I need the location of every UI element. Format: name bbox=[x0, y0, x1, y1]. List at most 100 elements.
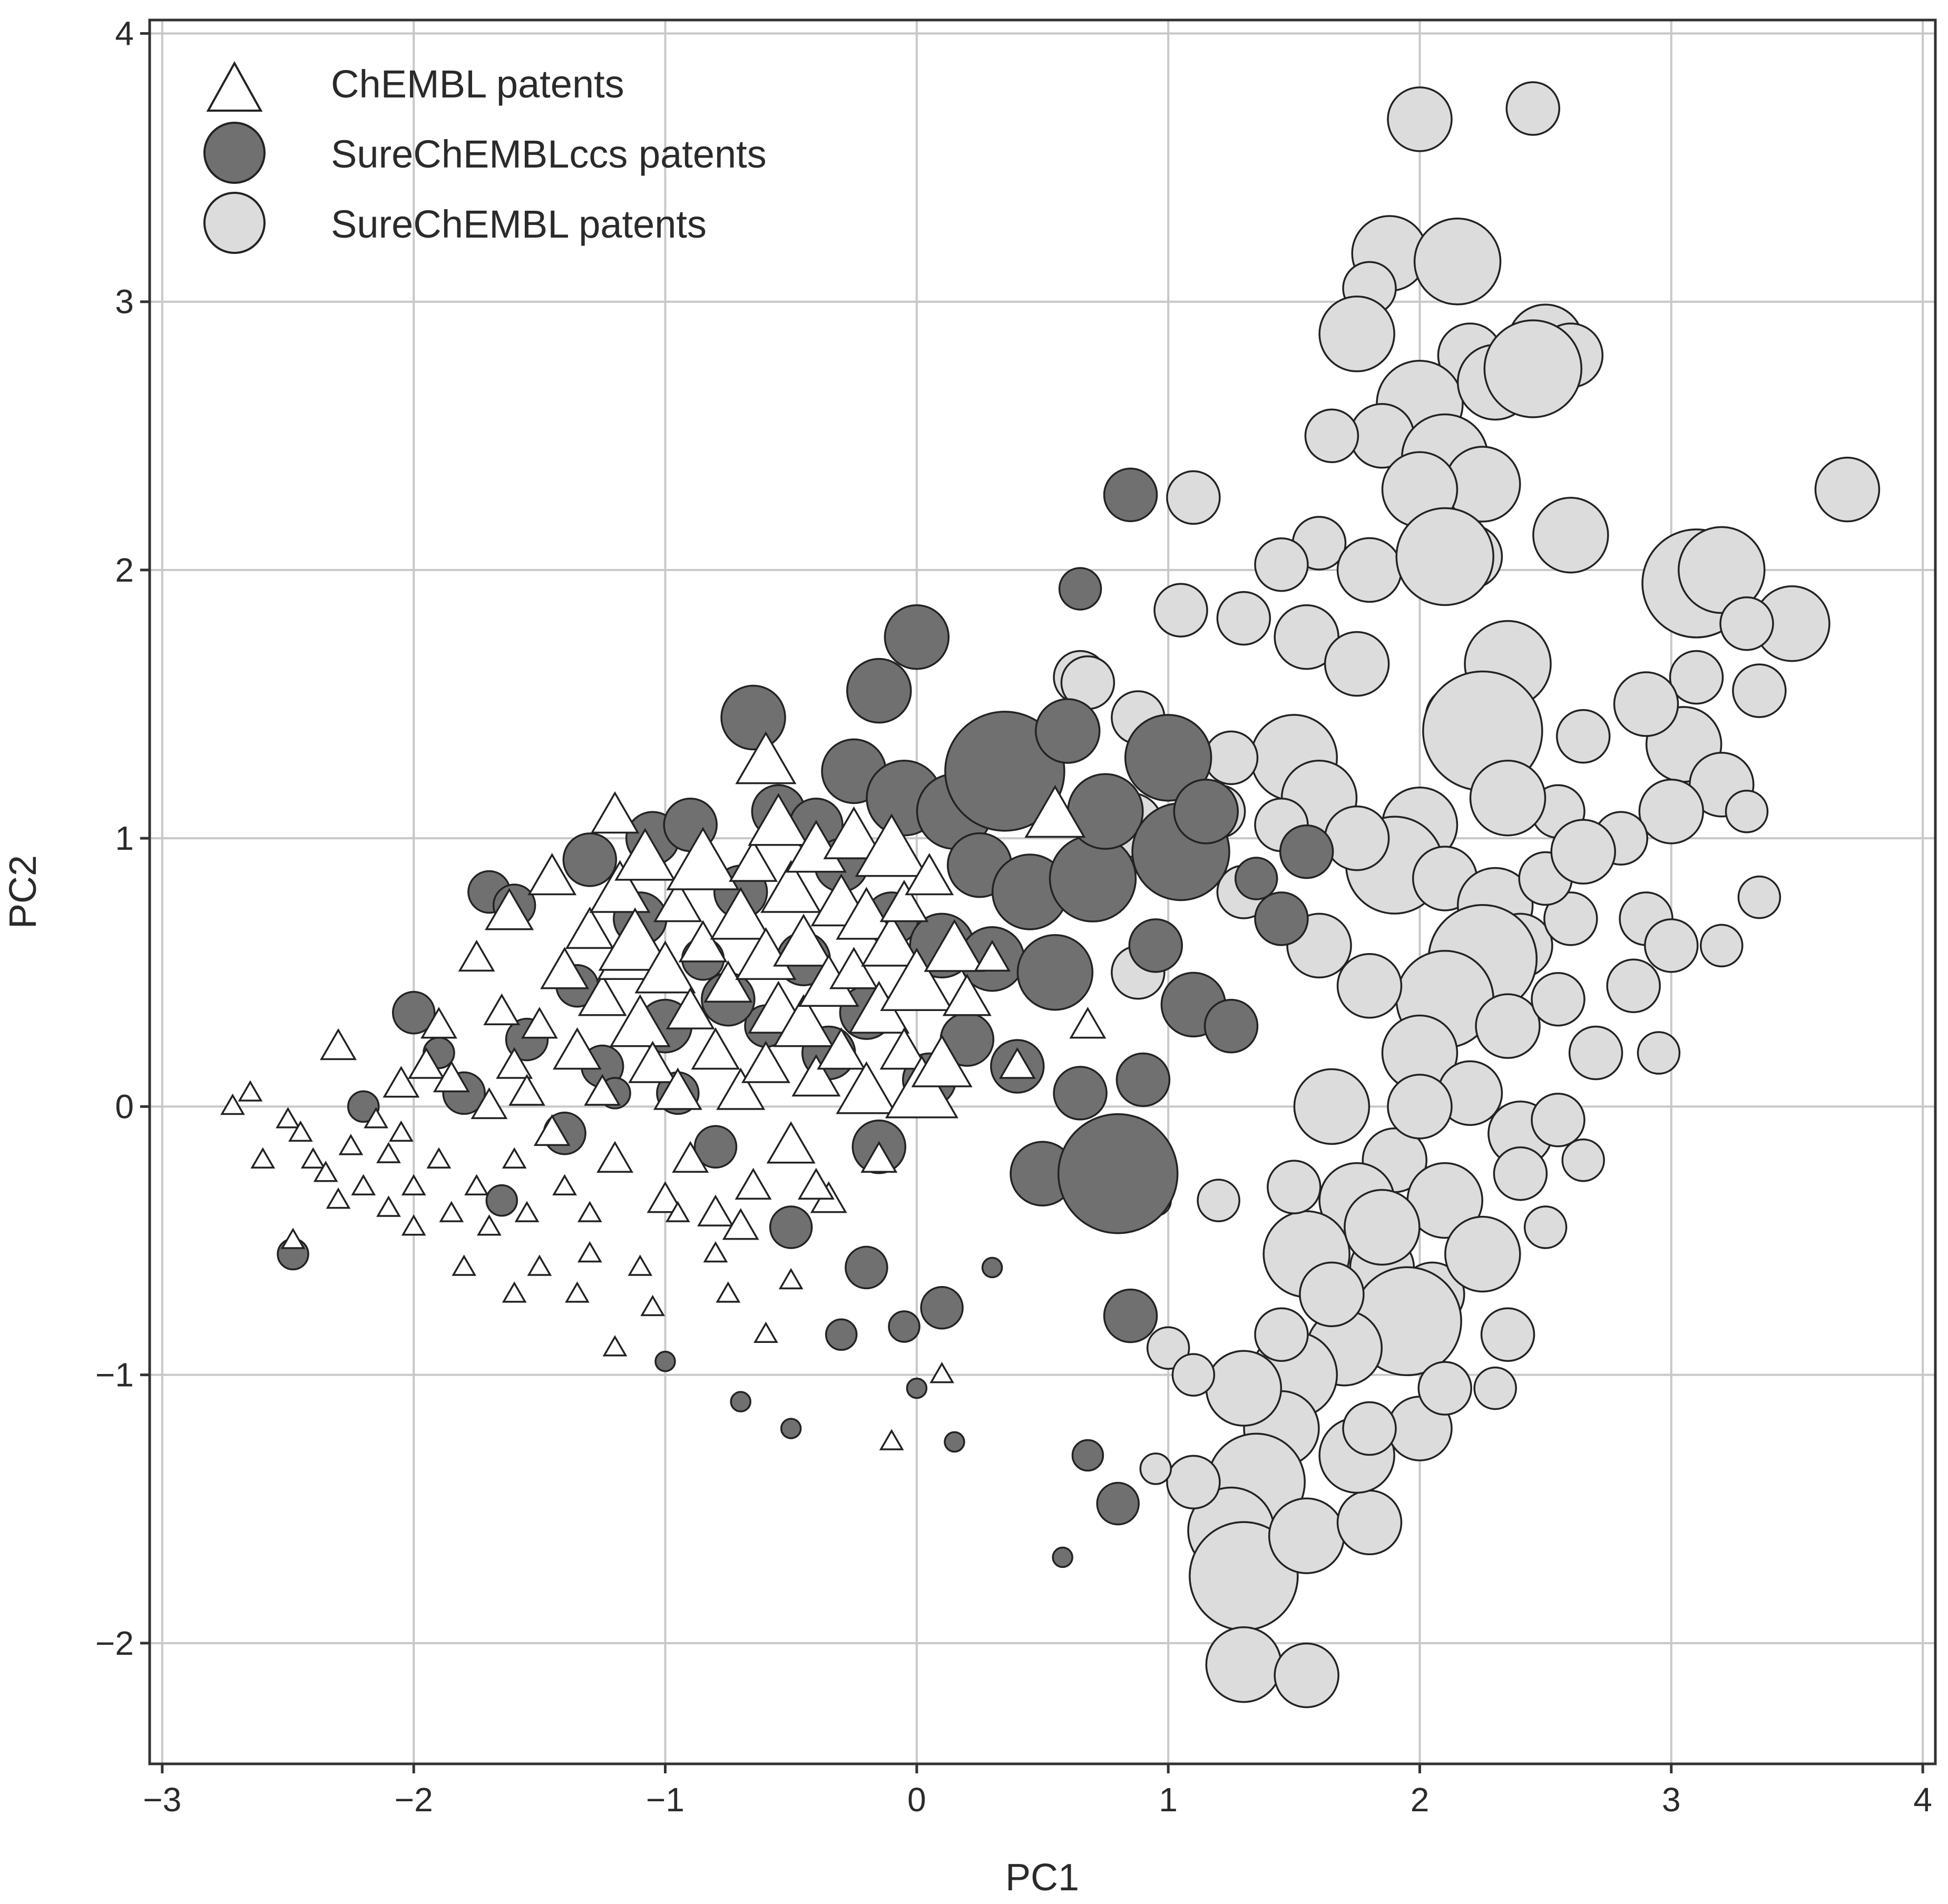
series-surechembl-patents bbox=[1053, 81, 1881, 1709]
y-tick-label: 3 bbox=[115, 283, 134, 321]
circle-point bbox=[1057, 1113, 1179, 1234]
triangle-point bbox=[533, 1114, 571, 1146]
triangle-point bbox=[471, 1087, 508, 1120]
circle-point bbox=[1561, 1138, 1605, 1182]
triangle-point bbox=[496, 1047, 533, 1079]
triangle-point bbox=[860, 1141, 898, 1173]
triangle-point bbox=[220, 1093, 245, 1115]
triangle-point bbox=[691, 1027, 740, 1070]
triangle-point bbox=[514, 1201, 540, 1222]
circle-point bbox=[1254, 537, 1309, 592]
circle-point bbox=[1279, 824, 1334, 879]
circle-point bbox=[1342, 1401, 1397, 1456]
triangle-point bbox=[716, 1067, 766, 1110]
triangle-point bbox=[577, 1241, 602, 1263]
legend-label-surechembl-ccs: SureChEMBLccs patents bbox=[331, 132, 767, 176]
circle-point bbox=[884, 604, 950, 670]
triangle-point bbox=[647, 1181, 684, 1213]
triangle-point bbox=[565, 906, 614, 949]
triangle-point bbox=[276, 1107, 300, 1128]
circle-point bbox=[1103, 1288, 1158, 1343]
triangle-point bbox=[609, 994, 671, 1047]
triangle-point bbox=[376, 1195, 401, 1217]
triangle-point bbox=[791, 1054, 841, 1097]
circle-point bbox=[1053, 1066, 1108, 1121]
triangle-point bbox=[678, 920, 728, 963]
triangle-point bbox=[483, 993, 521, 1025]
triangle-point bbox=[598, 907, 672, 971]
circle-point bbox=[1523, 1205, 1568, 1249]
circle-point bbox=[1293, 1068, 1371, 1145]
triangle-point bbox=[326, 1187, 351, 1209]
circle-point bbox=[1505, 81, 1561, 136]
triangle-point bbox=[426, 1147, 452, 1169]
circle-point bbox=[391, 990, 436, 1035]
circle-point bbox=[1197, 1179, 1240, 1222]
circle-point bbox=[1719, 596, 1774, 651]
circle-point bbox=[1173, 778, 1239, 845]
circle-point bbox=[1139, 1452, 1172, 1485]
circle-point bbox=[562, 832, 618, 887]
circle-point bbox=[1203, 998, 1259, 1054]
circle-point bbox=[780, 1418, 802, 1439]
triangle-point bbox=[383, 1066, 420, 1098]
triangle-point bbox=[521, 1007, 558, 1039]
legend-label-surechembl: SureChEMBL patents bbox=[331, 202, 707, 246]
triangle-point bbox=[452, 1254, 477, 1276]
triangle-point bbox=[823, 806, 885, 859]
circle-point bbox=[1413, 218, 1502, 306]
y-tick-label: 1 bbox=[115, 819, 134, 857]
circle-point bbox=[1166, 470, 1221, 525]
circle-point bbox=[1324, 805, 1390, 871]
circle-point bbox=[1016, 934, 1094, 1011]
circle-point bbox=[769, 1205, 813, 1249]
circle-point bbox=[730, 1391, 751, 1412]
x-tick-label: 2 bbox=[1411, 1781, 1430, 1819]
circle-point bbox=[1128, 918, 1183, 973]
triangle-point bbox=[905, 853, 954, 896]
y-tick-label: −1 bbox=[95, 1356, 134, 1394]
triangle-point bbox=[653, 1067, 702, 1110]
triangle-point bbox=[508, 1074, 545, 1106]
legend-marker-surechembl-ccs bbox=[203, 122, 266, 184]
triangle-point bbox=[602, 1335, 628, 1357]
circle-point bbox=[1274, 1642, 1339, 1709]
x-tick-label: 1 bbox=[1159, 1781, 1178, 1819]
triangle-point bbox=[596, 1141, 633, 1173]
circle-point bbox=[1475, 993, 1541, 1059]
triangle-point bbox=[300, 1147, 326, 1169]
circle-point bbox=[1115, 1052, 1171, 1107]
circle-point bbox=[1034, 698, 1101, 764]
circle-point bbox=[1171, 1353, 1216, 1397]
x-tick-label: 3 bbox=[1662, 1781, 1681, 1819]
circle-point bbox=[981, 1257, 1003, 1279]
triangle-point bbox=[540, 947, 590, 989]
circle-point bbox=[1469, 760, 1546, 837]
series-chembl-patents bbox=[220, 731, 1107, 1450]
triangle-point bbox=[735, 731, 797, 784]
triangle-point bbox=[584, 1074, 621, 1106]
circle-point bbox=[720, 684, 786, 751]
circle-point bbox=[1124, 714, 1212, 802]
triangle-point bbox=[974, 939, 1011, 972]
triangle-point bbox=[703, 960, 753, 1003]
triangle-point bbox=[280, 1228, 306, 1249]
circle-point bbox=[825, 1318, 858, 1351]
circle-point bbox=[1637, 1031, 1681, 1075]
triangle-point bbox=[665, 987, 715, 1029]
triangle-point bbox=[879, 1429, 904, 1450]
triangle-point bbox=[338, 1134, 364, 1155]
triangle-point bbox=[552, 1174, 577, 1195]
circle-point bbox=[1268, 1497, 1345, 1574]
circle-point bbox=[1058, 567, 1102, 611]
circle-point bbox=[944, 1431, 965, 1453]
circle-point bbox=[654, 1350, 676, 1372]
x-tick-label: 0 bbox=[907, 1781, 926, 1819]
circle-point bbox=[1644, 918, 1699, 973]
triangle-point bbox=[565, 1281, 590, 1303]
triangle-point bbox=[313, 1161, 338, 1182]
triangle-point bbox=[502, 1281, 527, 1303]
circle-point bbox=[1049, 835, 1137, 922]
triangle-point bbox=[817, 1027, 866, 1070]
